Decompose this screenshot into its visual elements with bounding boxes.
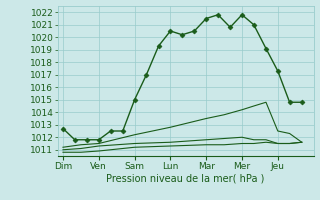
X-axis label: Pression niveau de la mer( hPa ): Pression niveau de la mer( hPa )	[107, 173, 265, 183]
